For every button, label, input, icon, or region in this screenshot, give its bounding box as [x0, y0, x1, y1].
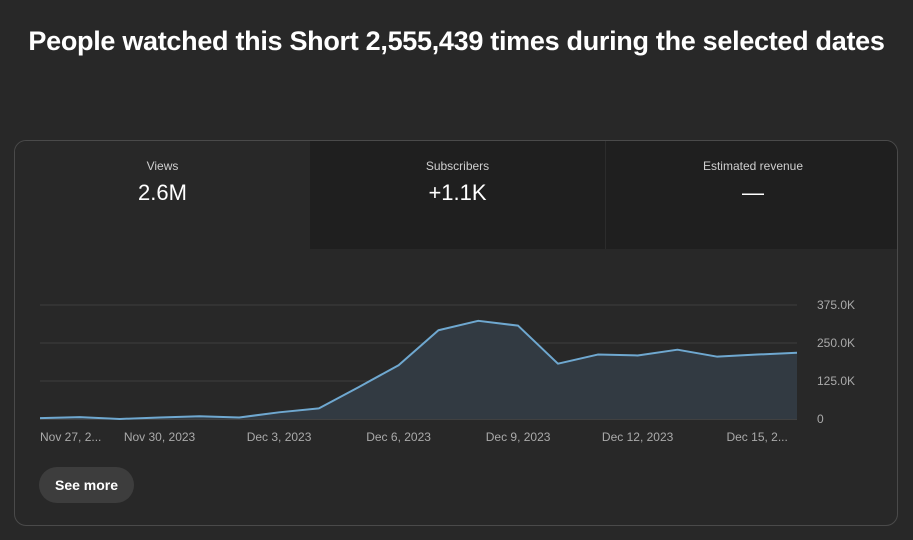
metrics-card: Views 2.6M Subscribers +1.1K Estimated r… [14, 140, 898, 526]
tab-views[interactable]: Views 2.6M [15, 141, 310, 249]
views-value: 2.6M [138, 180, 187, 205]
series-line [39, 319, 798, 420]
see-more-button[interactable]: See more [39, 467, 135, 503]
x-tick-label: Nov 30, 2023 [124, 430, 196, 444]
revenue-value: — [742, 180, 764, 205]
y-tick-label: 125.0K [817, 374, 855, 388]
views-label: Views [146, 159, 179, 173]
x-tick-label: Dec 12, 2023 [602, 430, 674, 444]
x-tick-label: Dec 6, 2023 [366, 430, 431, 444]
revenue-label: Estimated revenue [702, 159, 804, 173]
series-area [40, 320, 797, 419]
y-tick-label: 250.0K [817, 336, 855, 350]
x-tick-label: Dec 15, 2... [726, 430, 787, 444]
subscribers-value: +1.1K [428, 180, 487, 205]
x-tick-label: Dec 3, 2023 [247, 430, 312, 444]
tab-subscribers[interactable]: Subscribers +1.1K [310, 141, 605, 249]
y-tick-label: 375.0K [817, 298, 855, 312]
tab-estimated-revenue[interactable]: Estimated revenue — [605, 141, 897, 249]
x-tick-label: Dec 9, 2023 [486, 430, 551, 444]
views-chart: 375.0K 250.0K 125.0K 0 Nov 27, 2... Nov 30, 2… [39, 298, 855, 444]
metric-tabs: Views 2.6M Subscribers +1.1K Estimated r… [15, 141, 897, 249]
x-tick-label: Nov 27, 2... [40, 430, 101, 444]
page-headline: People watched this Short 2,555,439 time… [28, 26, 885, 56]
y-tick-label: 0 [817, 412, 824, 426]
subscribers-label: Subscribers [425, 159, 490, 173]
